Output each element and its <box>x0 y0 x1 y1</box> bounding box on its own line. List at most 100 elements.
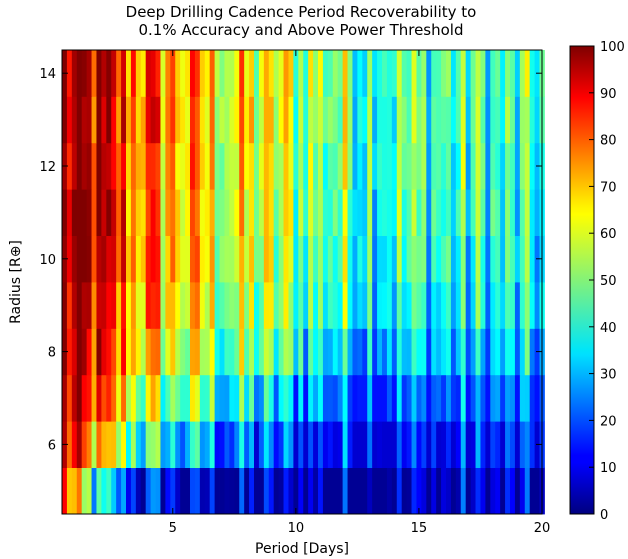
heatmap-cell <box>382 96 388 144</box>
heatmap-cell <box>524 374 531 422</box>
heatmap-cell <box>121 467 127 515</box>
heatmap-cell <box>500 328 506 376</box>
heatmap-cell <box>377 96 383 144</box>
heatmap-cell <box>116 142 122 190</box>
heatmap-cell <box>91 282 97 329</box>
heatmap-cell <box>66 374 73 422</box>
heatmap-cell <box>426 96 432 144</box>
heatmap-cell <box>165 235 171 283</box>
heatmap-cell <box>401 235 408 283</box>
heatmap-cell <box>337 421 344 468</box>
heatmap-cell <box>303 282 309 329</box>
heatmap-cell <box>239 328 245 376</box>
heatmap-cell <box>209 282 216 329</box>
heatmap-cell <box>524 142 531 190</box>
heatmap-cell <box>288 328 294 376</box>
heatmap-cell <box>436 96 442 144</box>
heatmap-cell <box>411 142 417 190</box>
heatmap-cell <box>254 328 260 376</box>
heatmap-cell <box>362 50 368 97</box>
heatmap-cell <box>298 142 304 190</box>
heatmap-cell <box>244 50 250 97</box>
heatmap-cell <box>455 374 462 422</box>
heatmap-cell <box>66 142 73 190</box>
heatmap-cell <box>293 328 299 376</box>
heatmap-cell <box>519 328 526 376</box>
heatmap-cell <box>81 421 88 468</box>
heatmap-cell <box>155 50 161 97</box>
heatmap-cell <box>209 421 216 468</box>
heatmap-cell <box>510 96 516 144</box>
heatmap-cell <box>130 189 137 236</box>
heatmap-cell <box>377 235 383 283</box>
colorbar-tick-label: 50 <box>600 274 617 289</box>
heatmap-cell <box>150 50 156 97</box>
heatmap-cell <box>239 142 245 190</box>
heatmap-cell <box>450 142 457 190</box>
heatmap-cell <box>76 189 83 236</box>
heatmap-cell <box>318 421 324 468</box>
heatmap-cell <box>308 467 314 515</box>
heatmap-cell <box>510 235 516 283</box>
heatmap-cell <box>377 467 383 515</box>
heatmap-cell <box>170 235 176 283</box>
heatmap-cell <box>66 328 73 376</box>
heatmap-cell <box>372 50 378 97</box>
heatmap-cell <box>396 467 403 515</box>
heatmap-cell <box>421 421 427 468</box>
heatmap-cell <box>475 96 481 144</box>
heatmap-cell <box>529 189 536 236</box>
heatmap-cell <box>62 374 68 422</box>
heatmap-cell <box>165 374 171 422</box>
heatmap-cell <box>401 421 408 468</box>
heatmap-cell <box>135 235 142 283</box>
heatmap-cell <box>455 96 462 144</box>
heatmap-cell <box>327 467 334 515</box>
heatmap-cell <box>224 374 230 422</box>
heatmap-cell <box>81 467 88 515</box>
heatmap-cell <box>101 328 107 376</box>
heatmap-cell <box>396 282 403 329</box>
heatmap-cell <box>446 282 452 329</box>
heatmap-cell <box>165 467 171 515</box>
heatmap-cell <box>460 189 467 236</box>
heatmap-cell <box>130 96 137 144</box>
heatmap-cell <box>135 282 142 329</box>
heatmap-cell <box>524 50 531 97</box>
heatmap-cell <box>455 235 462 283</box>
heatmap-cell <box>357 467 363 515</box>
heatmap-cell <box>436 235 442 283</box>
heatmap-cell <box>500 421 506 468</box>
heatmap-cell <box>337 467 344 515</box>
heatmap-cell <box>401 282 408 329</box>
heatmap-cell <box>436 374 442 422</box>
heatmap-cell <box>278 421 284 468</box>
heatmap-cell <box>391 374 398 422</box>
heatmap-cell <box>130 374 137 422</box>
heatmap-cell <box>367 142 373 190</box>
heatmap-cell <box>150 374 156 422</box>
heatmap-cell <box>465 328 472 376</box>
heatmap-cell <box>382 328 388 376</box>
heatmap-cell <box>490 374 496 422</box>
heatmap-cell <box>278 96 284 144</box>
heatmap-cell <box>106 50 112 97</box>
heatmap-cell <box>293 467 299 515</box>
heatmap-cell <box>239 467 245 515</box>
heatmap-cell <box>234 189 240 236</box>
heatmap-cell <box>455 142 462 190</box>
heatmap-cell <box>91 328 97 376</box>
heatmap-cell <box>505 189 511 236</box>
heatmap-cell <box>460 50 467 97</box>
heatmap-cell <box>180 328 186 376</box>
heatmap-cell <box>86 96 92 144</box>
heatmap-cell <box>126 421 132 468</box>
heatmap-cell <box>283 282 289 329</box>
heatmap-cell <box>62 282 68 329</box>
heatmap-cell <box>209 142 216 190</box>
heatmap-cell <box>352 235 358 283</box>
heatmap-cell <box>150 235 156 283</box>
heatmap-cell <box>219 142 225 190</box>
heatmap-cell <box>229 374 235 422</box>
heatmap-cell <box>180 421 186 468</box>
